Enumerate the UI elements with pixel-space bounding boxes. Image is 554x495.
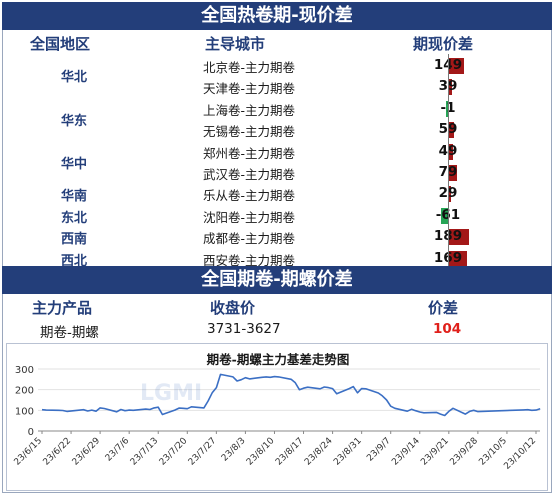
region-label: 华东 — [60, 114, 87, 129]
spread-bar — [448, 79, 453, 96]
spread-zero-axis — [448, 54, 449, 266]
futures-product: 期卷-期螺 — [40, 325, 99, 341]
col-product-header: 主力产品 — [32, 299, 93, 317]
spread-bar — [448, 58, 465, 74]
city-label: 成都卷-主力期卷 — [202, 231, 295, 247]
region-label: 华北 — [60, 70, 87, 85]
spread-value: 29 — [418, 185, 478, 201]
region-label: 华中 — [60, 157, 87, 172]
col-futures-spread-header: 价差 — [428, 299, 459, 317]
city-label: 武汉卷-主力期卷 — [202, 167, 295, 182]
region-label: 西南 — [60, 232, 87, 247]
city-label: 北京卷-主力期卷 — [202, 60, 295, 75]
col-city-header: 主导城市 — [205, 35, 266, 53]
city-label: 沈阳卷-主力期卷 — [202, 209, 295, 225]
city-label: 无锡卷-主力期卷 — [202, 124, 295, 140]
region-label: 华南 — [60, 189, 87, 204]
spread-bar — [448, 250, 467, 267]
futures-close-price: 3731-3627 — [207, 321, 281, 337]
spread-value: 49 — [418, 143, 478, 159]
city-label: 西安卷-主力期卷 — [202, 252, 295, 268]
city-label: 乐从卷-主力期卷 — [202, 188, 295, 204]
city-label: 上海卷-主力期卷 — [202, 102, 295, 118]
spread-bar — [448, 143, 454, 160]
spread-bar — [448, 165, 457, 181]
spread-bar — [441, 207, 448, 224]
spread-value: 79 — [418, 164, 478, 180]
futures-spread-value: 104 — [433, 321, 462, 337]
col-region-header: 全国地区 — [30, 35, 91, 53]
spread-value: -61 — [418, 207, 478, 223]
spread-value: 39 — [418, 78, 478, 94]
region-label: 西北 — [60, 254, 87, 269]
spot-spread-banner: 全国热卷期-现价差 — [2, 2, 552, 30]
city-label: 郑州卷-主力期卷 — [202, 145, 295, 161]
col-spread-header: 期现价差 — [413, 35, 474, 53]
spread-bar — [446, 100, 448, 117]
spread-bar — [448, 186, 452, 203]
col-close-header: 收盘价 — [210, 299, 256, 317]
futures-spread-banner: 全国期卷-期螺价差 — [2, 266, 552, 294]
region-label: 东北 — [60, 211, 87, 226]
city-label: 天津卷-主力期卷 — [202, 81, 295, 97]
chart-title: 期卷-期螺主力基差走势图 — [206, 352, 350, 367]
spread-value: 59 — [418, 121, 478, 137]
spread-bar — [448, 229, 469, 246]
spread-bar — [448, 122, 455, 139]
basis-trend-chart: 期卷-期螺主力基差走势图 — [6, 343, 548, 491]
